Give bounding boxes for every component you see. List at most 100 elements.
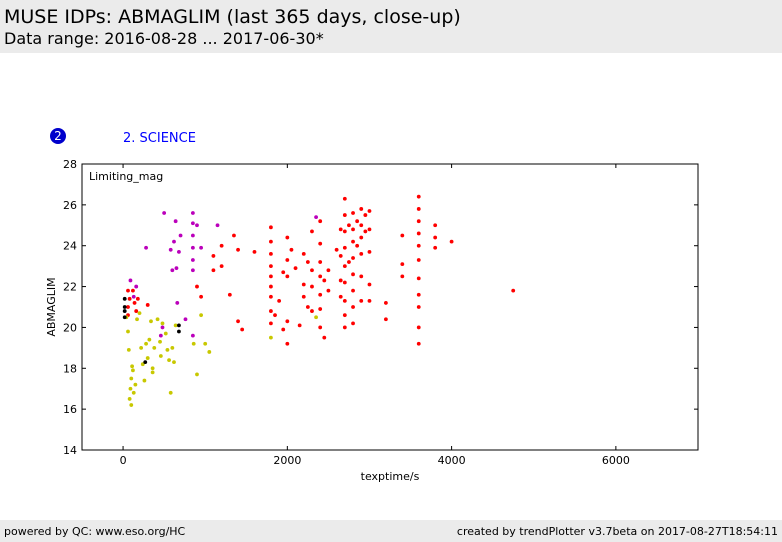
x-tick-label: 0 [120, 454, 127, 467]
data-point [416, 305, 421, 309]
data-point [359, 223, 364, 228]
data-point [383, 301, 388, 305]
data-point [269, 264, 273, 269]
data-point [351, 288, 355, 293]
data-point [131, 390, 136, 395]
data-point [177, 329, 181, 334]
data-point [416, 194, 421, 199]
data-point [285, 319, 290, 324]
data-point [219, 243, 224, 248]
data-point [297, 323, 302, 328]
x-tick-label: 6000 [602, 454, 630, 467]
data-point [285, 274, 290, 279]
data-point [342, 213, 347, 217]
data-point [400, 233, 405, 238]
data-point [338, 278, 343, 283]
data-point [183, 317, 188, 322]
data-point [269, 284, 273, 289]
data-point [142, 378, 147, 383]
data-point [219, 264, 224, 269]
data-point [433, 235, 438, 240]
data-point [163, 331, 168, 336]
data-point [269, 225, 273, 230]
plot-frame [81, 163, 699, 451]
data-point [289, 247, 294, 252]
data-point [269, 321, 273, 326]
header-bar: MUSE IDPs: ABMAGLIM (last 365 days, clos… [0, 0, 782, 53]
data-point [433, 223, 438, 228]
data-point [281, 270, 286, 275]
data-point [131, 288, 135, 293]
data-point [172, 239, 176, 244]
data-point [305, 305, 310, 309]
data-point [190, 211, 195, 215]
data-point [145, 356, 150, 360]
data-point [215, 223, 220, 228]
y-axis-label: ABMAGLIM [45, 277, 58, 336]
data-point [190, 233, 195, 238]
y-tick-label: 20 [63, 321, 77, 334]
footer-credit: powered by QC: www.eso.org/HC [4, 525, 186, 538]
data-point [310, 229, 314, 234]
data-point [252, 249, 257, 254]
data-point [144, 341, 148, 346]
data-point [269, 294, 273, 299]
data-point [342, 245, 347, 250]
data-point [173, 219, 178, 224]
data-point [143, 360, 148, 365]
y-tick-label: 22 [63, 281, 77, 294]
data-point [355, 219, 360, 224]
data-point [318, 241, 323, 246]
data-point [281, 327, 286, 332]
data-point [351, 211, 355, 215]
data-point [310, 284, 314, 289]
data-point [133, 382, 138, 387]
data-point [334, 247, 339, 252]
data-point [322, 278, 327, 283]
data-point [367, 282, 372, 287]
data-point [367, 249, 372, 254]
data-point [227, 292, 232, 297]
data-point [137, 311, 142, 316]
data-point [416, 207, 421, 211]
data-point [126, 348, 131, 352]
data-point [131, 294, 136, 299]
data-point [347, 260, 351, 264]
data-point [351, 321, 355, 326]
data-point [195, 284, 199, 289]
data-point [190, 221, 195, 226]
data-point [190, 333, 195, 338]
data-point [170, 345, 175, 350]
data-point [168, 247, 173, 252]
data-point [139, 345, 144, 350]
data-point [318, 325, 323, 330]
data-point [122, 305, 127, 309]
data-point [318, 307, 323, 311]
data-point [318, 260, 323, 264]
data-point [301, 282, 306, 287]
data-point [285, 258, 290, 262]
data-point [149, 319, 153, 324]
data-point [155, 317, 160, 322]
data-point [145, 303, 150, 307]
data-point [172, 360, 176, 365]
data-point [167, 358, 171, 363]
science-section-link[interactable]: 2. SCIENCE [123, 131, 196, 146]
data-point [416, 243, 421, 248]
data-point [347, 223, 351, 228]
data-point [126, 329, 130, 334]
section-number-badge: 2 [50, 128, 66, 144]
data-point [160, 325, 165, 330]
data-point [351, 256, 355, 260]
y-tick-label: 24 [63, 240, 77, 253]
data-point [269, 309, 273, 313]
data-point [150, 366, 155, 371]
data-point [132, 301, 137, 305]
data-point [174, 266, 179, 271]
y-tick-label: 26 [63, 199, 77, 212]
data-point [293, 266, 298, 271]
data-point [342, 229, 347, 234]
data-point [135, 296, 140, 301]
data-point [326, 268, 331, 273]
data-point [122, 309, 127, 313]
